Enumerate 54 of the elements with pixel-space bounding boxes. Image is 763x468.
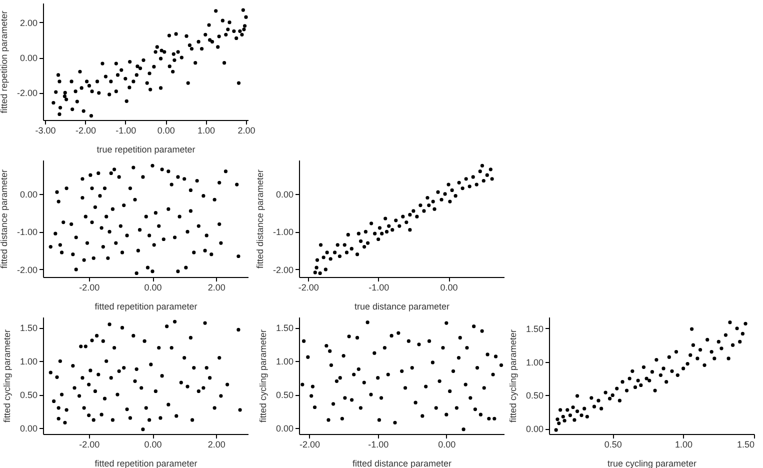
x-axis-title: fitted repetition parameter [94,458,198,468]
x-tick-label: -1.00 [368,282,390,292]
x-tick-label: -3.00 [35,126,56,136]
y-tick-label: 0.00 [276,189,294,200]
x-tick-label: -1.00 [116,126,136,136]
x-tick-label: -1.00 [368,440,389,450]
y-tick-label: 1.50 [20,323,38,334]
x-tick-label: 0.50 [604,440,622,450]
x-axis-title: true cycling parameter [607,458,697,468]
x-tick-label: -2.00 [79,282,100,292]
y-tick-label: -1.00 [272,227,294,238]
x-tick-label: -2.00 [300,440,320,450]
y-axis-title: fitted repetition parameter [0,10,9,114]
y-tick-label: 0.00 [526,424,544,434]
x-tick-label: 1.00 [198,126,216,136]
y-tick-label: -2.00 [16,88,38,98]
y-tick-label: 0.00 [20,189,38,200]
y-tick-label: 2.00 [20,18,38,28]
x-axis-title: true distance parameter [354,302,450,312]
x-tick-label: 2.00 [238,126,256,136]
y-axis-title: fitted distance parameter [254,169,265,269]
y-tick-label: 0.00 [20,423,38,434]
x-tick-label: -2.00 [75,126,96,136]
x-tick-label: 0.00 [144,440,162,450]
x-tick-label: -2.00 [79,440,100,450]
x-tick-label: 0.00 [440,282,458,292]
y-tick-label: -1.00 [16,227,38,238]
x-tick-label: 1.50 [736,440,754,450]
x-axis-title: true repetition parameter [96,144,196,154]
y-axis-title: fitted cycling parameter [2,329,12,423]
y-tick-label: 1.00 [20,356,38,367]
y-tick-label: 1.50 [526,324,544,334]
y-tick-label: 1.50 [276,323,294,334]
x-tick-label: 0.00 [144,282,162,292]
x-axis-title: fitted distance parameter [352,458,452,468]
y-tick-label: 0.50 [526,390,544,401]
y-tick-label: -2.00 [272,264,294,275]
y-tick-label: -2.00 [16,264,38,275]
y-axis-title: fitted cycling parameter [508,329,518,423]
x-tick-label: 0.00 [438,440,456,450]
y-axis-title: fitted cycling parameter [258,329,268,423]
x-tick-label: 2.00 [208,282,226,292]
y-tick-label: 0.50 [276,390,294,400]
x-tick-label: 2.00 [208,440,226,450]
y-tick-label: 1.00 [276,356,294,367]
y-tick-label: 0.50 [20,390,38,400]
y-tick-label: 1.00 [526,357,544,368]
y-tick-label: 0.00 [276,423,294,434]
y-axis-title: fitted distance parameter [0,169,9,269]
x-axis-title: fitted repetition parameter [94,302,198,312]
x-tick-label: 1.00 [675,440,693,450]
x-tick-label: -2.00 [298,282,319,292]
y-tick-label: 0.00 [20,53,38,64]
x-tick-label: 0.00 [157,126,175,136]
